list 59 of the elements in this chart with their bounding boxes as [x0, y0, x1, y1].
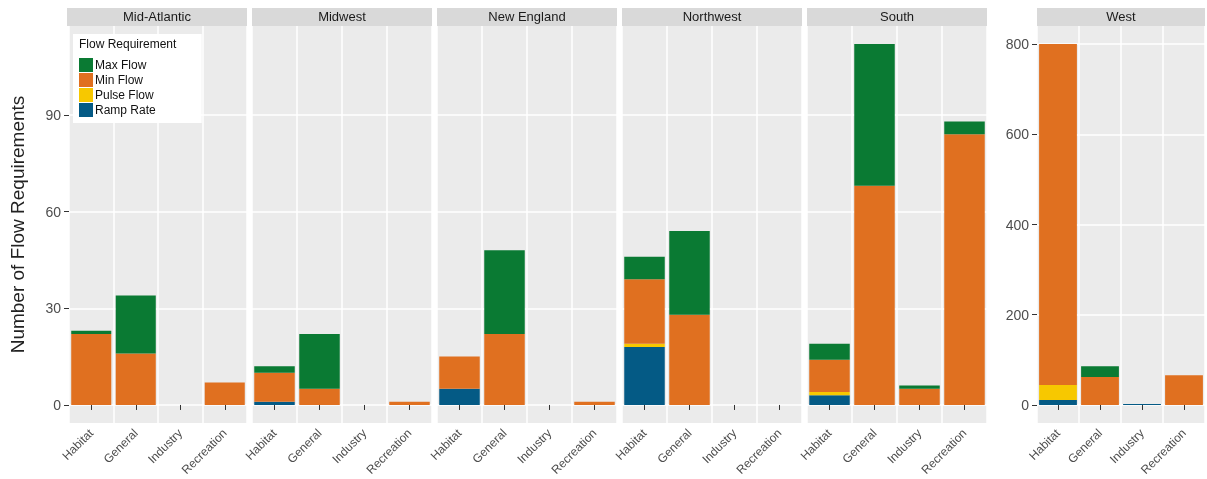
bar: [624, 346, 665, 405]
bar: [1039, 44, 1077, 386]
y-tick-label: 800: [1005, 36, 1030, 53]
bar: [299, 388, 340, 405]
bar: [809, 395, 850, 405]
legend-title: Flow Requirement: [79, 37, 178, 51]
bar: [809, 359, 850, 393]
y-tick-label: 90: [45, 106, 62, 123]
bar: [1081, 366, 1119, 377]
bar: [944, 121, 985, 135]
y-tick-label: 600: [1005, 126, 1030, 143]
bar: [254, 366, 295, 373]
bar: [115, 295, 156, 354]
y-tick-label: 0: [1021, 396, 1030, 413]
y-tick-label: 400: [1005, 216, 1030, 233]
bar: [899, 388, 940, 405]
bar: [624, 279, 665, 344]
bar: [1039, 399, 1077, 405]
bar: [899, 385, 940, 389]
y-tick-label: 200: [1005, 306, 1030, 323]
bar: [1165, 375, 1203, 405]
bar: [439, 388, 480, 405]
chart-title: Midwest: [252, 8, 432, 26]
legend-label: Ramp Rate: [95, 103, 157, 117]
legend-label: Min Flow: [95, 73, 144, 87]
legend-label: Pulse Flow: [95, 88, 155, 102]
bar: [809, 392, 850, 396]
bar: [669, 314, 710, 405]
bar: [669, 230, 710, 315]
bar: [299, 334, 340, 389]
y-tick-label: 0: [53, 396, 62, 413]
bar: [854, 185, 895, 405]
chart-title: South: [807, 8, 987, 26]
y-axis-title: Number of Flow Requirements: [7, 95, 28, 354]
bar: [71, 330, 112, 335]
bar: [809, 343, 850, 360]
chart-title: Mid-Atlantic: [67, 8, 247, 26]
bar: [854, 44, 895, 186]
bar: [254, 372, 295, 402]
bar: [389, 401, 430, 405]
chart-title: Northwest: [622, 8, 802, 26]
chart-title: West: [1037, 8, 1205, 26]
bar: [944, 134, 985, 405]
bar: [624, 343, 665, 347]
bar: [484, 334, 525, 405]
bar: [1039, 385, 1077, 400]
bar: [439, 356, 480, 389]
legend-label: Max Flow: [95, 58, 147, 72]
bar: [115, 353, 156, 405]
bar: [1081, 376, 1119, 405]
bar: [71, 334, 112, 405]
bar: [624, 256, 665, 280]
bar: [574, 401, 615, 405]
bar: [204, 382, 245, 405]
y-tick-label: 60: [45, 203, 62, 220]
chart-title: New England: [437, 8, 617, 26]
y-tick-label: 30: [45, 300, 62, 317]
bar: [484, 250, 525, 335]
bar: [254, 401, 295, 405]
